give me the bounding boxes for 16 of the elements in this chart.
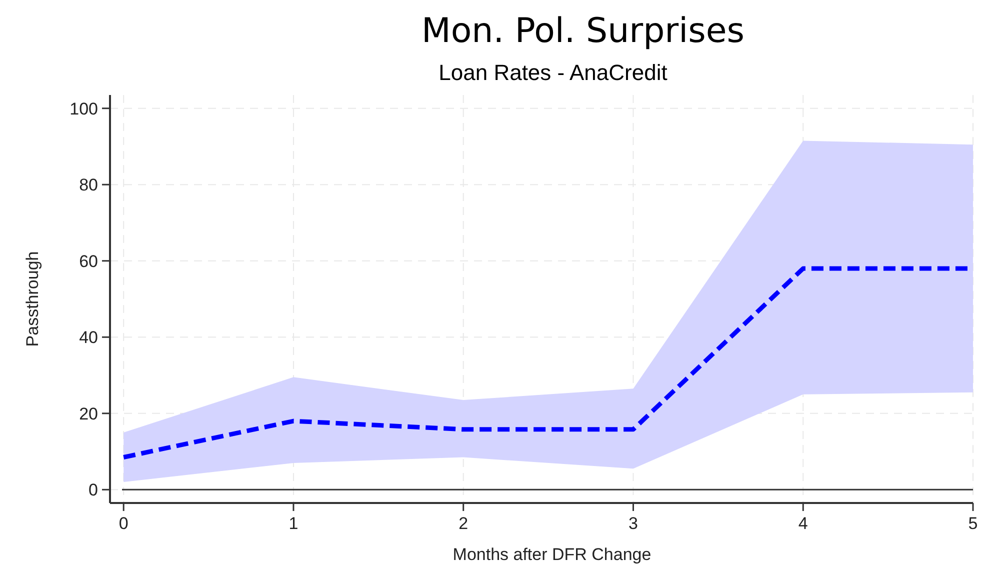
x-tick-label: 4 — [798, 514, 808, 533]
y-tick-label: 40 — [79, 328, 98, 348]
y-tick-label: 60 — [79, 252, 98, 271]
y-tick-label: 0 — [88, 480, 98, 500]
y-tick-label: 100 — [70, 99, 98, 118]
x-axis-title: Months after DFR Change — [452, 545, 652, 564]
x-tick-label: 2 — [458, 514, 468, 533]
x-tick-label: 3 — [628, 514, 638, 533]
y-axis-title: Passthrough — [23, 251, 42, 347]
x-tick-label: 1 — [288, 514, 298, 533]
y-tick-label: 80 — [79, 176, 98, 195]
chart-subtitle: Loan Rates - AnaCredit — [438, 60, 668, 85]
y-tick-label: 20 — [79, 404, 98, 424]
chart-title: Mon. Pol. Surprises — [422, 11, 744, 51]
x-tick-label: 0 — [118, 514, 128, 533]
x-tick-label: 5 — [968, 514, 978, 533]
